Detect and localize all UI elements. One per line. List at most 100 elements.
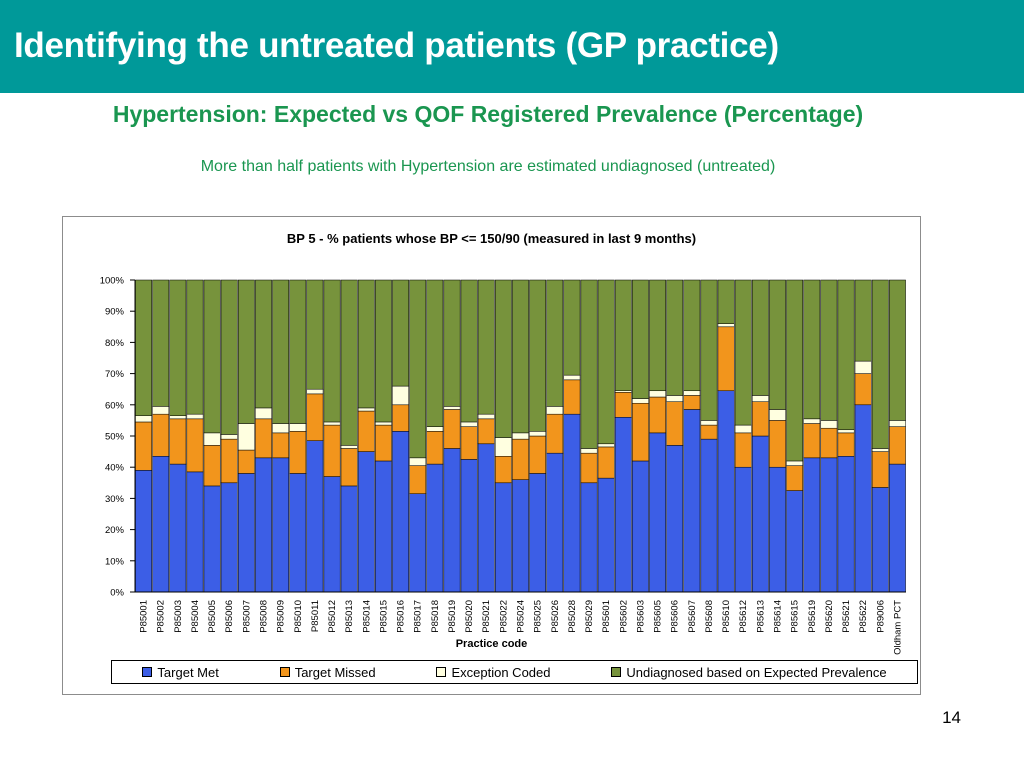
x-tick-label: P85012 <box>327 600 338 633</box>
bar-segment <box>820 457 838 593</box>
bar-segment <box>803 457 821 593</box>
bar-segment <box>854 279 872 362</box>
bar-segment <box>889 463 906 593</box>
x-tick-label: P89006 <box>875 600 886 633</box>
bar-segment <box>751 395 769 402</box>
x-tick-label: P85621 <box>841 600 852 633</box>
slide-subtitle: Hypertension: Expected vs QOF Registered… <box>112 101 864 127</box>
bar-segment <box>255 418 272 459</box>
bar-segment <box>889 420 906 427</box>
bar-segment <box>357 410 375 452</box>
x-tick-label: P85003 <box>173 600 184 633</box>
bar-segment <box>306 388 324 395</box>
x-tick-label: P85622 <box>858 600 869 633</box>
bar-segment <box>837 429 855 434</box>
slide-header: Identifying the untreated patients (GP p… <box>0 0 1024 93</box>
bar-segment <box>597 443 615 448</box>
x-tick-label: P85010 <box>293 600 304 633</box>
bar-segment <box>169 279 187 416</box>
bar-segment <box>443 406 461 410</box>
bar-segment <box>649 432 666 593</box>
bar-segment <box>375 460 392 593</box>
bar-segment <box>820 427 838 459</box>
x-tick-label: P85008 <box>259 600 270 633</box>
bar-segment <box>546 413 564 454</box>
bar-segment <box>649 279 666 392</box>
bar-segment <box>237 473 255 593</box>
x-tick-label: P85026 <box>550 600 561 633</box>
x-axis-label: Practice code <box>455 638 528 650</box>
y-tick-label: 100% <box>100 276 125 287</box>
bar-segment <box>272 457 290 593</box>
bar-segment <box>666 445 684 593</box>
bar-segment <box>666 279 684 396</box>
x-tick-label: P85016 <box>396 600 407 633</box>
bar-segment <box>289 423 307 432</box>
bar-segment <box>152 279 170 407</box>
bar-segment <box>614 392 632 418</box>
bar-segment <box>512 432 529 440</box>
bar-segment <box>135 470 152 593</box>
bar-segment <box>786 279 804 462</box>
bar-segment <box>392 385 409 406</box>
bar-segment <box>597 446 615 479</box>
bar-segment <box>683 409 701 593</box>
bar-segment <box>255 407 272 420</box>
bar-segment <box>220 438 238 484</box>
chart-frame: BP 5 - % patients whose BP <= 150/90 (me… <box>62 216 921 695</box>
x-tick-label: P85024 <box>516 600 527 633</box>
bar-segment <box>769 279 786 410</box>
bar-segment <box>169 415 187 420</box>
bar-segment <box>666 395 684 402</box>
x-tick-label: P85007 <box>241 600 252 633</box>
x-tick-label: P85018 <box>430 600 441 633</box>
bar-segment <box>494 456 512 484</box>
bar-segment <box>443 448 461 593</box>
bar-segment <box>272 423 290 434</box>
bar-segment <box>632 460 649 593</box>
y-tick-label: 0% <box>110 588 124 599</box>
bar-segment <box>289 431 307 474</box>
x-tick-label: P85029 <box>584 600 595 633</box>
y-tick-label: 60% <box>105 400 125 411</box>
bar-segment <box>597 477 615 593</box>
x-tick-label: P85608 <box>704 600 715 633</box>
bar-segment <box>357 279 375 409</box>
bar-segment <box>357 451 375 593</box>
bar-segment <box>186 418 204 473</box>
bar-segment <box>580 279 598 449</box>
y-tick-label: 10% <box>105 556 125 567</box>
bar-segment <box>786 465 804 491</box>
bar-segment <box>734 424 752 434</box>
bar-segment <box>220 434 238 440</box>
bar-segment <box>512 438 529 480</box>
x-tick-label: P85619 <box>807 600 818 633</box>
x-tick-label: P85615 <box>790 600 801 633</box>
bar-segment <box>306 440 324 593</box>
x-tick-label: P85005 <box>207 600 218 633</box>
bar-segment <box>186 413 204 420</box>
bar-segment <box>769 466 786 593</box>
x-tick-label: P85613 <box>755 600 766 633</box>
bar-segment <box>203 485 221 593</box>
bar-segment <box>820 279 838 421</box>
bar-segment <box>357 407 375 412</box>
stacked-bar-chart: 0% 10% 20% 30% 40% 50% 60% 70% 80% 90% 100% P85001 P… <box>100 276 906 655</box>
bar-segment <box>460 459 478 593</box>
x-tick-label: P85614 <box>773 600 784 633</box>
y-tick-label: 30% <box>105 494 125 505</box>
bar-segment <box>666 401 684 446</box>
bar-segment <box>512 279 529 434</box>
x-tick-label: P85021 <box>481 600 492 633</box>
bar-segment <box>700 438 718 593</box>
bar-segment <box>289 473 307 593</box>
bar-segment <box>477 443 495 593</box>
bar-segment <box>220 279 238 435</box>
bar-segment <box>237 279 255 424</box>
bar-segment <box>409 465 427 494</box>
bar-segment <box>323 476 341 593</box>
bar-segment <box>871 487 889 593</box>
bar-segment <box>580 482 598 593</box>
bar-segment <box>409 493 427 593</box>
bar-segment <box>237 449 255 474</box>
